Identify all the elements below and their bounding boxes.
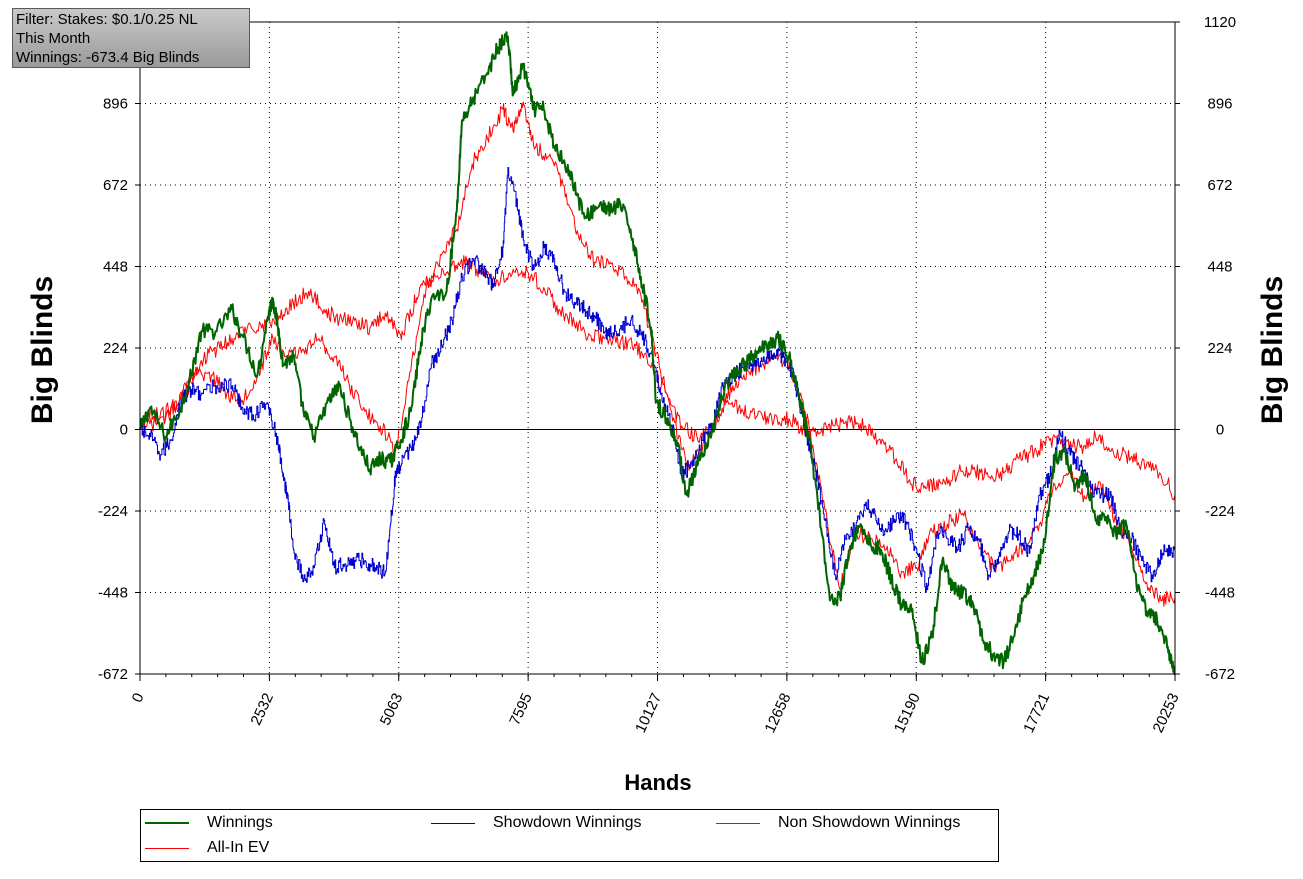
x-tick-label: 0 — [129, 691, 148, 706]
filter-period-text: This Month — [16, 30, 91, 47]
y-tick-label-right: -672 — [1205, 666, 1235, 683]
x-tick-label: 15190 — [891, 691, 924, 736]
x-tick-label: 7595 — [506, 691, 536, 728]
filter-winnings-text: Winnings: -673.4 Big Blinds — [16, 49, 200, 66]
filter-info-box: Filter: Stakes: $0.1/0.25 NL This Month … — [12, 8, 250, 68]
legend-swatch-showdown — [431, 822, 475, 824]
chart-series — [139, 31, 1176, 676]
y-tick-label-left: 672 — [103, 177, 128, 194]
x-tick-label: 17721 — [1020, 691, 1053, 736]
legend-item-allin-ev: All-In EV — [145, 837, 269, 859]
legend-swatch-non-showdown — [716, 822, 760, 824]
y-tick-label-left: 0 — [120, 422, 128, 439]
series-line-all-in-ev — [139, 101, 1176, 607]
y-axis-title-right: Big Blinds — [1256, 276, 1289, 424]
y-tick-label-left: 224 — [103, 340, 128, 357]
tick-labels: -672 -672 -448 -448 -224 -224 0 0 224 224 448 448 67… — [96, 14, 1236, 736]
legend-label-non-showdown: Non Showdown Winnings — [778, 814, 961, 831]
x-tick-label: 12658 — [761, 691, 794, 736]
y-tick-label-left: -448 — [98, 585, 128, 602]
series-line-showdown-winnings — [140, 167, 1176, 593]
y-tick-label-left: 448 — [103, 259, 128, 276]
y-tick-label-right: 0 — [1216, 422, 1224, 439]
y-tick-label-right: 224 — [1207, 340, 1232, 357]
y-tick-label-right: 448 — [1207, 259, 1232, 276]
filter-stakes-text: Filter: Stakes: $0.1/0.25 NL — [16, 11, 198, 28]
legend-item-showdown: Showdown Winnings — [431, 812, 642, 834]
y-tick-label-left: 896 — [103, 96, 128, 113]
x-tick-label: 10127 — [632, 691, 665, 736]
y-tick-label-left: -672 — [98, 666, 128, 683]
chart-legend: Winnings Showdown Winnings Non Showdown … — [140, 809, 999, 862]
y-tick-label-right: 1120 — [1204, 14, 1236, 31]
legend-item-winnings: Winnings — [145, 812, 273, 834]
legend-swatch-winnings — [145, 822, 189, 824]
legend-item-non-showdown: Non Showdown Winnings — [716, 812, 960, 834]
y-axis-title-left: Big Blinds — [26, 276, 59, 424]
legend-swatch-allin-ev — [145, 847, 189, 849]
legend-label-allin-ev: All-In EV — [207, 839, 270, 856]
y-tick-label-right: -448 — [1205, 585, 1235, 602]
x-tick-label: 20253 — [1150, 691, 1183, 736]
y-tick-label-right: 896 — [1207, 96, 1232, 113]
y-tick-label-right: 672 — [1207, 177, 1232, 194]
legend-label-winnings: Winnings — [207, 814, 273, 831]
y-tick-label-right: -224 — [1205, 503, 1235, 520]
y-tick-label-left: -224 — [98, 503, 128, 520]
series-line-winnings — [139, 31, 1176, 676]
x-tick-label: 5063 — [377, 691, 407, 728]
series-line-non-showdown-winnings — [139, 255, 1176, 501]
legend-label-showdown: Showdown Winnings — [493, 814, 642, 831]
x-axis-title: Hands — [624, 770, 691, 795]
x-tick-label: 2532 — [248, 691, 278, 728]
chart-axes — [135, 21, 1180, 681]
